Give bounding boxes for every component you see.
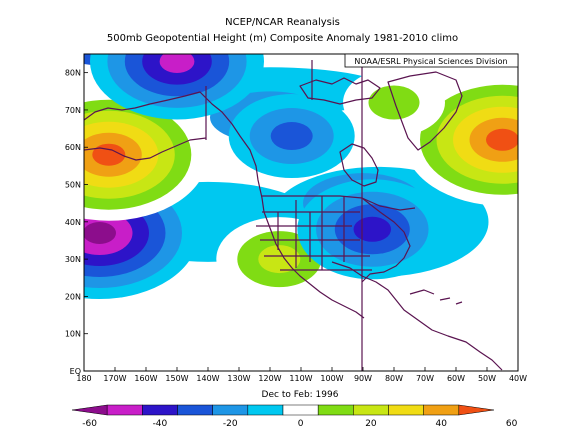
y-tick-label-20N: 20N [65,292,81,301]
x-tick-label-140W: 140W [196,374,219,383]
credit-box: NOAA/ESRL Physical Sciences Division [344,53,519,68]
y-tick-label-50N: 50N [65,181,81,190]
arctic-islands [299,77,381,105]
title-line1: NCEP/NCAR Reanalysis [225,17,340,28]
anomaly-center-3-level-60 [486,128,518,151]
anomaly-center-6-level--30 [270,122,313,151]
colorbar-swatch-50 [458,404,495,416]
axes: 180 170W 160W 150W 140W 130W 120W 110W 100W 90W 80… [65,69,527,383]
x-tick-label-160W: 160W [134,374,157,383]
x-tick-label-50W: 50W [478,374,496,383]
anomaly-center-4-level--40 [353,216,392,242]
colorbar-swatch-40 [423,404,460,416]
title-line2: 500mb Geopotential Height (m) Composite … [106,33,459,44]
y-tick-label-30N: 30N [65,255,81,264]
y-tick-label-40N: 40N [65,218,81,227]
x-tick-label-60W: 60W [447,374,465,383]
hudson-bay [339,143,379,187]
y-tick-label-10N: 10N [65,330,81,339]
continent-outlines [84,54,503,371]
x-tick-label-130W: 130W [227,374,250,383]
y-tick-label-80N: 80N [65,69,81,78]
colorbar-label-60: 60 [506,419,518,429]
x-tick-label-70W: 70W [416,374,434,383]
x-tick-label-170W: 170W [103,374,126,383]
y-tick-label-60N: 60N [65,143,81,152]
coastline-west [84,91,365,319]
colorbar: -60 -40 -20 0 20 40 60 [71,404,518,429]
colorbar-label--20: -20 [223,419,238,429]
coastline-east [361,197,411,283]
colorbar-label-0: 0 [298,419,304,429]
colorbar-swatch--50 [106,404,143,416]
x-tick-label-120W: 120W [258,374,281,383]
colorbar-swatch--60 [71,404,108,416]
anomaly-center-1-level-60 [92,143,126,166]
x-tick-label-90W: 90W [354,374,372,383]
x-tick-label-80W: 80W [385,374,403,383]
colorbar-label--60: -60 [82,419,97,429]
y-tick-label-70N: 70N [65,106,81,115]
caribbean [409,289,463,305]
colorbar-swatch-0 [282,404,319,416]
greenland [387,71,463,151]
x-tick-label-40W: 40W [509,374,527,383]
colorbar-label--40: -40 [153,419,168,429]
x-tick-label-180: 180 [76,374,91,383]
coastline-gulf [331,261,503,371]
colorbar-swatch--20 [212,404,249,416]
colorbar-swatch--40 [142,404,178,416]
colorbar-swatch-10 [317,404,354,416]
x-tick-label-150W: 150W [165,374,188,383]
y-tick-label-EQ: EQ [70,367,81,376]
colorbar-label-40: 40 [436,419,448,429]
period-label: Dec to Feb: 1996 [262,390,339,400]
colorbar-swatch-20 [353,404,389,416]
colorbar-swatch--30 [177,404,213,416]
colorbar-label-20: 20 [365,419,377,429]
anomaly-center-0-level--60 [84,222,116,245]
state-lines [256,196,372,271]
colorbar-swatch-30 [388,404,424,416]
anomaly-center-5-level--50 [159,54,195,74]
credit-label: NOAA/ESRL Physical Sciences Division [354,57,507,66]
coastline-alaska [84,137,207,161]
x-tick-label-100W: 100W [320,374,343,383]
colorbar-swatch--10 [247,404,284,416]
anomaly-center-7-level-20 [368,85,420,120]
x-tick-label-110W: 110W [289,374,312,383]
